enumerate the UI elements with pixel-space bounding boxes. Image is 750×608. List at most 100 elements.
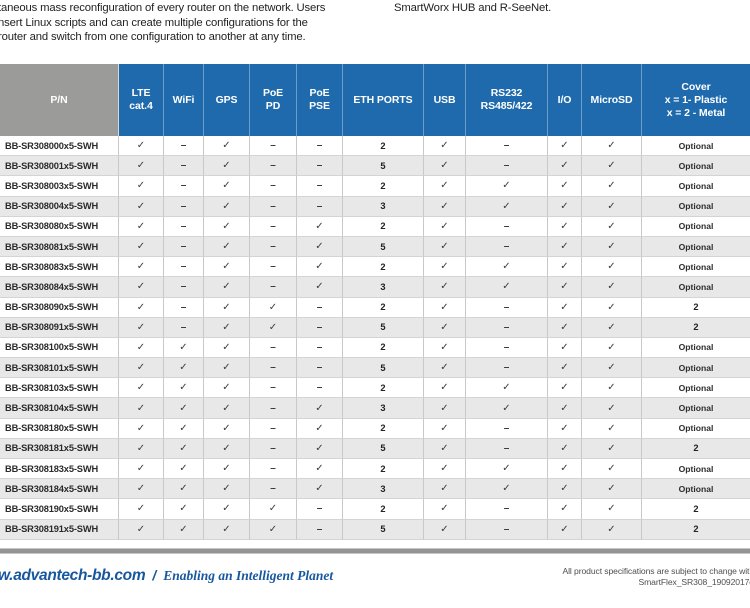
cell-io: ✓ <box>548 257 582 278</box>
part-number-cell: BB-SR308084x5-SWH <box>0 277 119 298</box>
cell-lte: ✓ <box>119 277 164 298</box>
cell-cover: Optional <box>642 337 750 359</box>
part-number-cell: BB-SR308191x5-SWH <box>0 519 119 540</box>
cell-lte: ✓ <box>119 358 164 379</box>
cell-io: ✓ <box>548 277 582 298</box>
table-row: BB-SR308081x5-SWH ✓ – ✓ – ✓ 5 ✓ – ✓ ✓ Optional <box>0 236 750 258</box>
cell-lte: ✓ <box>119 378 164 399</box>
cell-eth: 2 <box>343 176 424 197</box>
cell-lte: ✓ <box>119 216 164 237</box>
cell-gps: ✓ <box>204 519 250 540</box>
cell-io: ✓ <box>548 236 582 258</box>
cell-usb: ✓ <box>424 236 466 258</box>
cell-rs232: ✓ <box>466 176 548 197</box>
cell-poe-pd: – <box>250 196 297 217</box>
cell-lte: ✓ <box>119 297 164 318</box>
cell-poe-pse: – <box>297 519 343 540</box>
cell-poe-pd: – <box>250 156 297 177</box>
cell-io: ✓ <box>548 459 582 480</box>
cell-eth: 2 <box>343 136 424 157</box>
footer-separator: / <box>152 567 157 583</box>
cell-rs232: ✓ <box>466 277 548 298</box>
cell-wifi: ✓ <box>164 398 204 419</box>
part-number-cell: BB-SR308091x5-SWH <box>0 317 119 338</box>
cell-io: ✓ <box>548 358 582 379</box>
part-number-cell: BB-SR308083x5-SWH <box>0 257 119 278</box>
cell-poe-pse: ✓ <box>297 459 343 480</box>
footer-note-line: All product specifications are subject t… <box>562 566 750 576</box>
table-row: BB-SR308080x5-SWH ✓ – ✓ – ✓ 2 ✓ – ✓ ✓ Optional <box>0 216 750 237</box>
cell-lte: ✓ <box>119 519 164 540</box>
cell-wifi: – <box>164 136 204 157</box>
cell-wifi: – <box>164 297 204 318</box>
table-row: BB-SR308191x5-SWH ✓ ✓ ✓ ✓ –5 ✓ – ✓ ✓ 2 <box>0 519 750 540</box>
cell-eth: 2 <box>343 418 424 439</box>
column-header-gps: GPS <box>204 64 250 136</box>
cell-rs232: ✓ <box>466 196 548 217</box>
cell-wifi: – <box>164 196 204 217</box>
cell-microsd: ✓ <box>582 378 642 399</box>
cell-rs232: – <box>466 317 548 338</box>
cell-gps: ✓ <box>204 176 250 197</box>
cell-poe-pse: ✓ <box>297 216 343 237</box>
cell-io: ✓ <box>548 156 582 177</box>
table-row: BB-SR308104x5-SWH ✓ ✓ ✓ – ✓ 3 ✓ ✓ ✓ ✓ Optional <box>0 398 750 419</box>
cell-usb: ✓ <box>424 438 466 459</box>
cell-rs232: – <box>466 438 548 459</box>
cell-poe-pse: – <box>297 378 343 399</box>
spec-table-header: P/N LTE cat.4 WiFi GPS PoE PD PoE PSE ETH PORTS US… <box>0 64 750 136</box>
cell-poe-pd: – <box>250 438 297 459</box>
part-number-cell: BB-SR308000x5-SWH <box>0 136 119 157</box>
cell-poe-pse: – <box>297 196 343 217</box>
cell-wifi: ✓ <box>164 358 204 379</box>
table-row: BB-SR308084x5-SWH ✓ – ✓ – ✓ 3 ✓ ✓ ✓ ✓ Optional <box>0 277 750 298</box>
cell-poe-pd: – <box>250 459 297 480</box>
cell-rs232: – <box>466 136 548 157</box>
cell-gps: ✓ <box>204 317 250 338</box>
cell-rs232: – <box>466 418 548 439</box>
part-number-cell: BB-SR308090x5-SWH <box>0 297 119 318</box>
table-row: BB-SR308001x5-SWH ✓ – ✓ – –5 ✓ – ✓ ✓ Optional <box>0 156 750 177</box>
cell-cover: Optional <box>642 136 750 157</box>
cell-rs232: – <box>466 499 548 520</box>
cell-poe-pd: – <box>250 398 297 419</box>
cell-poe-pse: ✓ <box>297 277 343 298</box>
table-row: BB-SR308101x5-SWH ✓ ✓ ✓ – –5 ✓ – ✓ ✓ Optional <box>0 358 750 379</box>
cell-poe-pse: ✓ <box>297 418 343 439</box>
cell-io: ✓ <box>548 196 582 217</box>
cell-wifi: – <box>164 317 204 338</box>
cell-io: ✓ <box>548 438 582 459</box>
cell-poe-pd: – <box>250 257 297 278</box>
cell-microsd: ✓ <box>582 257 642 278</box>
column-header-io: I/O <box>548 64 582 136</box>
table-row: BB-SR308190x5-SWH ✓ ✓ ✓ ✓ –2 ✓ – ✓ ✓ 2 <box>0 499 750 520</box>
cell-microsd: ✓ <box>582 156 642 177</box>
table-row: BB-SR308003x5-SWH ✓ – ✓ – –2 ✓ ✓ ✓ ✓ Optional <box>0 176 750 197</box>
cell-usb: ✓ <box>424 358 466 379</box>
footer-slogan: Enabling an Intelligent Planet <box>163 568 334 583</box>
cell-poe-pse: – <box>297 176 343 197</box>
cell-io: ✓ <box>548 317 582 338</box>
website-link[interactable]: w.advantech-bb.com <box>0 567 146 584</box>
cell-eth: 3 <box>343 398 424 419</box>
cell-cover: Optional <box>642 418 750 439</box>
cell-cover: 2 <box>642 499 750 520</box>
cell-cover: 2 <box>642 519 750 540</box>
cell-gps: ✓ <box>204 156 250 177</box>
cell-microsd: ✓ <box>582 297 642 318</box>
cell-microsd: ✓ <box>582 196 642 217</box>
cell-cover: Optional <box>642 358 750 379</box>
footer-brand: w.advantech-bb.com / Enabling an Intellige… <box>0 567 333 585</box>
cell-lte: ✓ <box>119 479 164 500</box>
cell-poe-pse: – <box>297 136 343 157</box>
cell-cover: Optional <box>642 378 750 399</box>
cell-poe-pse: ✓ <box>297 236 343 258</box>
cell-lte: ✓ <box>119 438 164 459</box>
cell-gps: ✓ <box>204 459 250 480</box>
cell-usb: ✓ <box>424 479 466 500</box>
cell-io: ✓ <box>548 479 582 500</box>
column-header-rs232: RS232 RS485/422 <box>466 64 548 136</box>
cell-wifi: ✓ <box>164 418 204 439</box>
cell-microsd: ✓ <box>582 176 642 197</box>
table-row: BB-SR308004x5-SWH ✓ – ✓ – –3 ✓ ✓ ✓ ✓ Optional <box>0 196 750 217</box>
